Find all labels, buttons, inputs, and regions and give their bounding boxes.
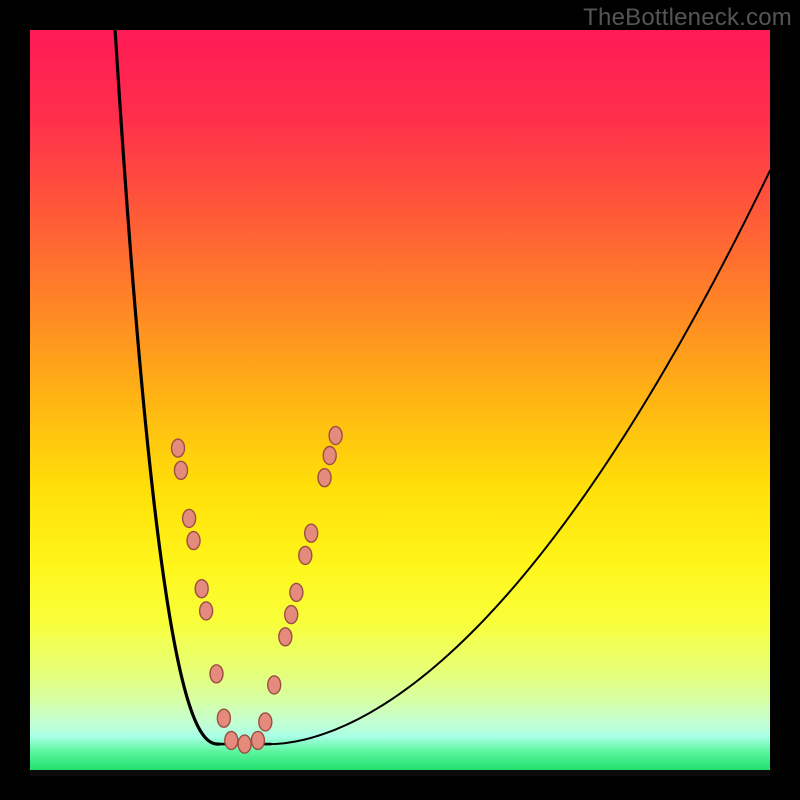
marker-bead-left	[172, 439, 185, 457]
marker-bead-bottom	[238, 735, 251, 753]
marker-bead-right	[329, 427, 342, 445]
marker-bead-left	[183, 509, 196, 527]
marker-bead-left	[174, 461, 187, 479]
chart-stage: TheBottleneck.com	[0, 0, 800, 800]
marker-bead-left	[195, 580, 208, 598]
marker-bead-left	[187, 532, 200, 550]
marker-bead-left	[200, 602, 213, 620]
marker-bead-bottom	[225, 731, 238, 749]
marker-bead-right	[299, 546, 312, 564]
marker-bead-left	[210, 665, 223, 683]
marker-bead-right	[268, 676, 281, 694]
marker-bead-bottom	[251, 731, 264, 749]
bottleneck-chart-svg	[0, 0, 800, 800]
marker-bead-right	[305, 524, 318, 542]
marker-bead-right	[318, 469, 331, 487]
watermark-text: TheBottleneck.com	[583, 4, 792, 32]
marker-bead-left	[217, 709, 230, 727]
marker-bead-right	[285, 606, 298, 624]
marker-bead-right	[279, 628, 292, 646]
marker-bead-right	[323, 447, 336, 465]
marker-bead-right	[290, 583, 303, 601]
marker-bead-right	[259, 713, 272, 731]
